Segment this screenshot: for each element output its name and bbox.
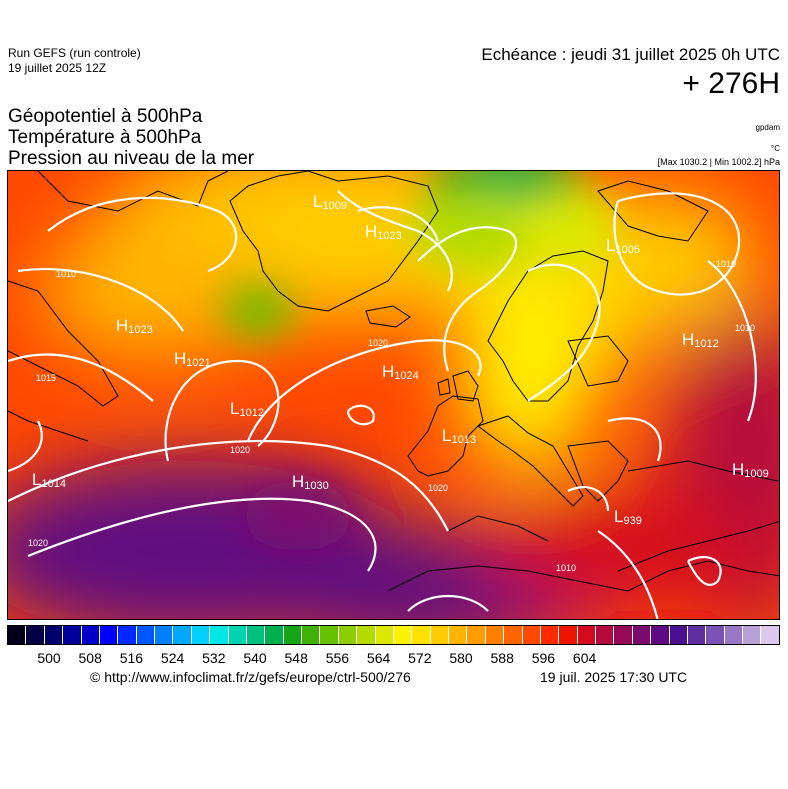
colorbar-tick-label: 508 [78, 650, 102, 666]
isobar-value-label: 1010 [716, 259, 736, 269]
colorbar-swatch [651, 626, 670, 644]
colorbar-swatch [320, 626, 339, 644]
colorbar-ticks: 500 508 516 524 532 540 548 556 564 572 580 588 596 6… [0, 650, 788, 670]
isobar-value-labels: 1010 1020 1020 1020 1020 1010 1010 1010 1015 [28, 259, 755, 573]
colorbar-swatch [99, 626, 119, 644]
high-pressure-label: H1023 [365, 222, 402, 242]
colorbar-swatch [485, 626, 505, 644]
colorbar-swatch [155, 626, 174, 644]
colorbar-swatch [173, 626, 192, 644]
colorbar-tick-label: 532 [202, 650, 226, 666]
isobar-value-label: 1020 [230, 445, 250, 455]
high-pressure-label: H1023 [116, 316, 153, 336]
high-pressure-label: H1030 [292, 472, 329, 492]
high-pressure-label: H1021 [174, 349, 211, 369]
high-pressure-label: H1024 [382, 362, 419, 382]
colorbar-tick-label: 524 [160, 650, 185, 666]
colorbar-swatch [632, 626, 652, 644]
colorbar [7, 625, 780, 645]
colorbar-tick-label: 604 [572, 650, 597, 666]
colorbar-tick-label: 548 [284, 650, 308, 666]
low-pressure-label: L1012 [230, 399, 264, 419]
colorbar-tick-label: 540 [243, 650, 267, 666]
low-pressure-label: L1013 [442, 426, 476, 446]
colorbar-swatch [228, 626, 247, 644]
colorbar-swatch [449, 626, 468, 644]
colorbar-tick-label: 580 [449, 650, 473, 666]
low-pressure-label: L1009 [313, 192, 347, 212]
colorbar-swatch [357, 626, 376, 644]
colorbar-swatch [724, 626, 743, 644]
colorbar-swatch [393, 626, 413, 644]
coastlines [8, 171, 779, 592]
colorbar-swatch [706, 626, 725, 644]
isobar-value-label: 1020 [428, 483, 448, 493]
colorbar-swatch [338, 626, 358, 644]
colorbar-swatch [8, 626, 27, 644]
unit-temperature: °C [771, 144, 780, 153]
colorbar-swatch [430, 626, 449, 644]
isobar-value-label: 1010 [556, 563, 576, 573]
colorbar-swatch [743, 626, 762, 644]
colorbar-swatch [467, 626, 486, 644]
footer-generated-time: 19 juil. 2025 17:30 UTC [540, 669, 688, 685]
high-pressure-label: H1009 [732, 460, 769, 480]
title-temperature: Température à 500hPa [8, 127, 202, 148]
colorbar-swatch [136, 626, 155, 644]
run-date: 19 juillet 2025 12Z [8, 61, 107, 75]
isobar-value-label: 1020 [28, 538, 48, 548]
colorbar-swatch [540, 626, 560, 644]
lead-time: + 276H [682, 67, 780, 100]
low-pressure-label: L939 [614, 507, 642, 527]
pressure-minmax: [Max 1030.2 | Min 1002.2] hPa [657, 157, 780, 167]
colorbar-swatch [522, 626, 541, 644]
low-pressure-label: L1005 [606, 236, 640, 256]
colorbar-tick-label: 516 [119, 650, 144, 666]
colorbar-swatch [63, 626, 82, 644]
valid-time: Echéance : jeudi 31 juillet 2025 0h UTC [481, 45, 780, 64]
high-pressure-label: H1012 [682, 330, 719, 350]
isobar-value-label: 1010 [735, 323, 755, 333]
colorbar-swatch [412, 626, 431, 644]
colorbar-swatch [265, 626, 284, 644]
colorbar-tick-label: 572 [408, 650, 432, 666]
colorbar-swatch [614, 626, 633, 644]
colorbar-tick-label: 556 [325, 650, 350, 666]
colorbar-swatch [191, 626, 211, 644]
colorbar-swatch [577, 626, 596, 644]
colorbar-swatch [504, 626, 523, 644]
colorbar-swatch [375, 626, 394, 644]
colorbar-swatch [596, 626, 615, 644]
title-pressure: Pression au niveau de la mer [8, 148, 255, 169]
isobar-value-label: 1010 [56, 269, 76, 279]
colorbar-tick-label: 596 [531, 650, 556, 666]
colorbar-tick-label: 500 [37, 650, 61, 666]
colorbar-swatch [761, 626, 779, 644]
isobar-value-label: 1020 [368, 338, 388, 348]
colorbar-tick-label: 564 [366, 650, 391, 666]
colorbar-swatch [283, 626, 302, 644]
weather-map: H1023 H1021 L1012 L1014 H1030 H1024 H1023 L1009… [7, 170, 780, 620]
colorbar-swatch [669, 626, 688, 644]
colorbar-swatch [81, 626, 100, 644]
unit-geopotential: gpdam [755, 123, 780, 132]
colorbar-swatch [559, 626, 578, 644]
colorbar-swatch [44, 626, 64, 644]
colorbar-swatch [118, 626, 137, 644]
colorbar-swatch [687, 626, 707, 644]
colorbar-tick-label: 588 [490, 650, 514, 666]
colorbar-swatch [302, 626, 321, 644]
footer-url: © http://www.infoclimat.fr/z/gefs/europe… [90, 669, 411, 685]
title-geopotential: Géopotentiel à 500hPa [8, 106, 203, 127]
low-pressure-label: L1014 [32, 470, 66, 490]
isobar-value-label: 1015 [36, 373, 56, 383]
colorbar-swatch [210, 626, 229, 644]
colorbar-swatch [26, 626, 45, 644]
colorbar-swatch [246, 626, 266, 644]
pressure-system-labels: H1023 H1021 L1012 L1014 H1030 H1024 H1023 L1009… [32, 192, 769, 527]
run-name: Run GEFS (run controle) [8, 46, 141, 60]
isobars [8, 190, 757, 619]
